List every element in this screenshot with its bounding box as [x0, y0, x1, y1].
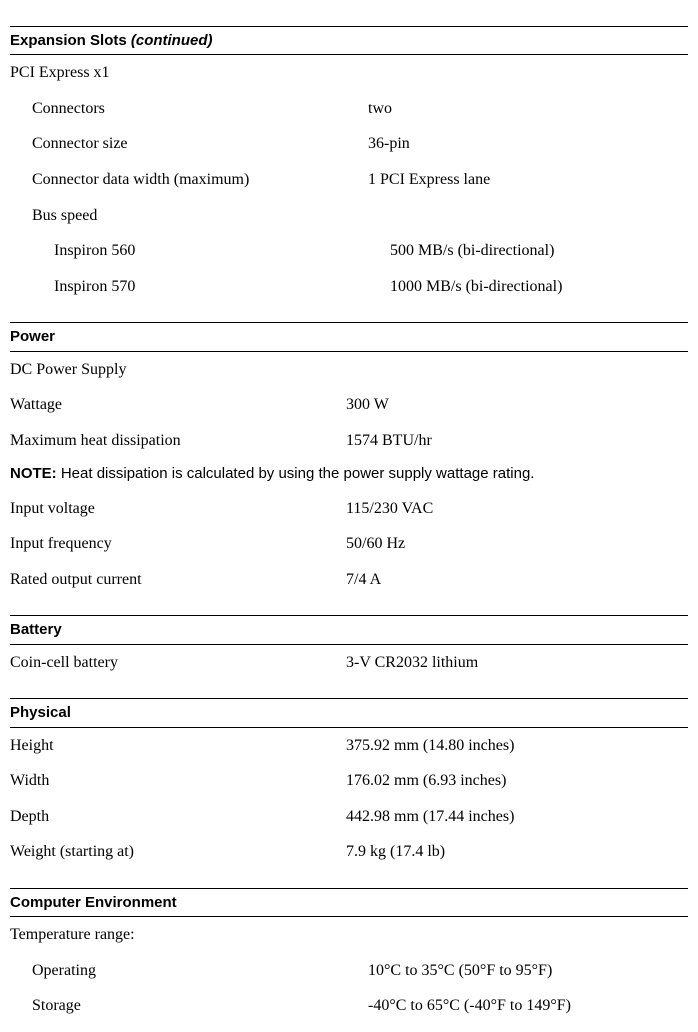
- spec-label: Input voltage: [10, 498, 346, 520]
- spec-label: Maximum heat dissipation: [10, 430, 346, 452]
- spec-row: Depth 442.98 mm (17.44 inches): [10, 799, 688, 835]
- spec-label: Rated output current: [10, 569, 346, 591]
- spec-value: 375.92 mm (14.80 inches): [346, 735, 688, 757]
- spec-row: Storage -40°C to 65°C (-40°F to 149°F): [10, 988, 688, 1024]
- section-header-expansion: Expansion Slots (continued): [10, 26, 688, 55]
- spec-row: PCI Express x1: [10, 55, 688, 91]
- spec-row: Connectors two: [10, 91, 688, 127]
- spec-label: Connectors: [10, 98, 368, 120]
- spec-value: 36-pin: [368, 133, 688, 155]
- spec-label: Bus speed: [10, 205, 368, 227]
- spec-subheading: PCI Express x1: [10, 62, 346, 84]
- spec-row: Connector data width (maximum) 1 PCI Exp…: [10, 162, 688, 198]
- section-header-environment: Computer Environment: [10, 888, 688, 917]
- spec-label: Weight (starting at): [10, 841, 346, 863]
- section-title: Physical: [10, 704, 71, 721]
- spec-row: Wattage 300 W: [10, 387, 688, 423]
- spec-label: Connector size: [10, 133, 368, 155]
- spec-value: two: [368, 98, 688, 120]
- section-title-suffix: (continued): [131, 32, 213, 49]
- spec-label: Wattage: [10, 394, 346, 416]
- spec-label: Connector data width (maximum): [10, 169, 368, 191]
- spec-value: 442.98 mm (17.44 inches): [346, 806, 688, 828]
- spec-row: Rated output current 7/4 A: [10, 562, 688, 598]
- section-title: Computer Environment: [10, 894, 177, 911]
- spec-subheading: DC Power Supply: [10, 359, 346, 381]
- section-title: Expansion Slots: [10, 32, 131, 49]
- section-title: Power: [10, 328, 55, 345]
- spec-row: Coin-cell battery 3-V CR2032 lithium: [10, 645, 688, 681]
- spec-value: 7.9 kg (17.4 lb): [346, 841, 688, 863]
- spec-label: Input frequency: [10, 533, 346, 555]
- spec-label: Height: [10, 735, 346, 757]
- spec-label: Inspiron 560: [10, 240, 390, 262]
- spec-row: DC Power Supply: [10, 352, 688, 388]
- spec-label: Depth: [10, 806, 346, 828]
- section-header-power: Power: [10, 322, 688, 351]
- section-header-battery: Battery: [10, 615, 688, 644]
- spec-label: Storage: [10, 995, 368, 1017]
- spec-value: 300 W: [346, 394, 688, 416]
- spec-row: Bus speed: [10, 198, 688, 234]
- spec-value: 1000 MB/s (bi-directional): [390, 276, 688, 298]
- spec-value: 50/60 Hz: [346, 533, 688, 555]
- spec-label: Operating: [10, 960, 368, 982]
- spec-row: Weight (starting at) 7.9 kg (17.4 lb): [10, 834, 688, 870]
- section-header-physical: Physical: [10, 698, 688, 727]
- spec-label: Inspiron 570: [10, 276, 390, 298]
- spec-label: Coin-cell battery: [10, 652, 346, 674]
- spec-value: 176.02 mm (6.93 inches): [346, 770, 688, 792]
- spec-row: Inspiron 560 500 MB/s (bi-directional): [10, 233, 688, 269]
- spec-row: Maximum heat dissipation 1574 BTU/hr: [10, 423, 688, 459]
- spec-value: 500 MB/s (bi-directional): [390, 240, 688, 262]
- spec-value: 7/4 A: [346, 569, 688, 591]
- spec-row: Operating 10°C to 35°C (50°F to 95°F): [10, 953, 688, 989]
- spec-value: -40°C to 65°C (-40°F to 149°F): [368, 995, 688, 1017]
- spec-row: Inspiron 570 1000 MB/s (bi-directional): [10, 269, 688, 305]
- note-label: NOTE:: [10, 465, 61, 482]
- spec-value: 10°C to 35°C (50°F to 95°F): [368, 960, 688, 982]
- section-title: Battery: [10, 621, 62, 638]
- note-text: Heat dissipation is calculated by using …: [61, 465, 535, 482]
- spec-row: Input frequency 50/60 Hz: [10, 526, 688, 562]
- spec-value: 1574 BTU/hr: [346, 430, 688, 452]
- spec-value: 3-V CR2032 lithium: [346, 652, 688, 674]
- spec-label: Width: [10, 770, 346, 792]
- spec-row: Input voltage 115/230 VAC: [10, 491, 688, 527]
- spec-subheading: Temperature range:: [10, 924, 346, 946]
- spec-value: 1 PCI Express lane: [368, 169, 688, 191]
- spec-row: Temperature range:: [10, 917, 688, 953]
- spec-row: Height 375.92 mm (14.80 inches): [10, 728, 688, 764]
- spec-row: Connector size 36-pin: [10, 126, 688, 162]
- note-row: NOTE: Heat dissipation is calculated by …: [10, 458, 688, 490]
- spec-value: 115/230 VAC: [346, 498, 688, 520]
- spec-row: Width 176.02 mm (6.93 inches): [10, 763, 688, 799]
